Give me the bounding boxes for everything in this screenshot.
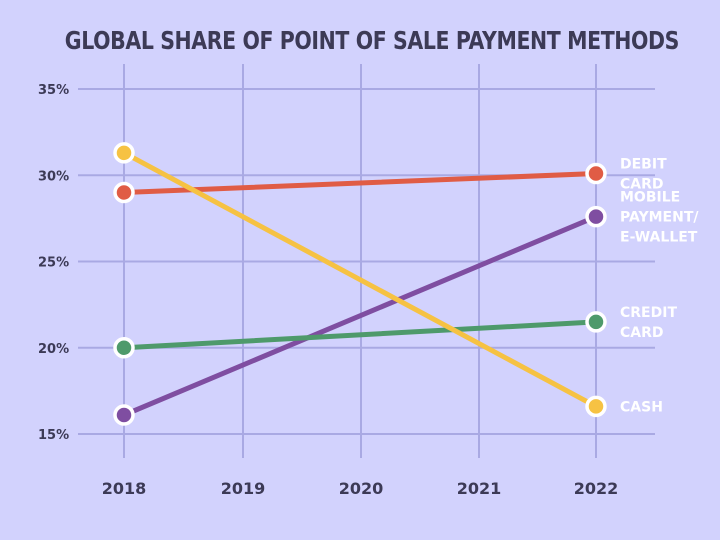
x-tick-label: 2022 xyxy=(574,479,619,498)
y-tick-label: 30% xyxy=(38,169,69,184)
series-line xyxy=(121,319,599,351)
x-tick-label: 2018 xyxy=(102,479,147,498)
data-point xyxy=(113,181,135,204)
grid xyxy=(78,64,655,458)
series-label: CASH xyxy=(620,399,663,415)
chart-title: GLOBAL SHARE OF POINT OF SALE PAYMENT ME… xyxy=(64,26,680,55)
x-tick-label: 2019 xyxy=(221,479,266,498)
data-point xyxy=(585,395,607,418)
x-tick-label: 2020 xyxy=(339,479,384,498)
y-tick-label: 25% xyxy=(38,256,69,271)
series-line xyxy=(121,171,599,195)
data-point xyxy=(585,162,607,185)
data-point xyxy=(585,205,607,228)
series-line xyxy=(121,214,599,418)
data-point xyxy=(585,311,607,333)
data-point xyxy=(113,404,135,426)
y-tick-label: 15% xyxy=(38,428,69,443)
series-lines xyxy=(121,150,599,418)
x-axis-ticks: 2018 2019 2020 2021 2022 xyxy=(102,479,619,498)
y-tick-label: 35% xyxy=(38,83,69,98)
y-tick-label: 20% xyxy=(38,342,69,357)
series-label: MOBILE PAYMENT/E-WALLET xyxy=(620,190,699,246)
series-points xyxy=(113,142,607,426)
series-line xyxy=(121,150,599,409)
data-point xyxy=(113,142,135,164)
series-label: CREDIT CARD xyxy=(620,305,677,341)
series-label: DEBIT CARD xyxy=(620,157,667,193)
y-axis-ticks: 35% 30% 25% 20% 15% xyxy=(38,83,69,443)
x-tick-label: 2021 xyxy=(457,479,502,498)
data-point xyxy=(113,337,135,359)
